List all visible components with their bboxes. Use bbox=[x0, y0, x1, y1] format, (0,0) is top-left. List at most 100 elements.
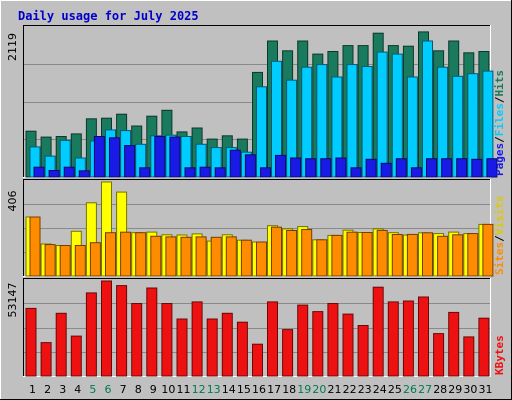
bar-pages-day-10 bbox=[169, 136, 181, 178]
bar-sites-day-3 bbox=[59, 245, 71, 277]
bar-pages-day-7 bbox=[124, 145, 136, 178]
bar-pages-day-4 bbox=[78, 170, 90, 178]
x-tick-label: 26 bbox=[403, 383, 417, 396]
bar-sites-day-5 bbox=[89, 242, 101, 277]
bar-sites-day-14 bbox=[225, 236, 237, 277]
bar-sites-day-15 bbox=[240, 239, 252, 277]
bar-pages-day-6 bbox=[109, 137, 120, 178]
x-tick-label: 30 bbox=[463, 383, 477, 396]
legend-item: Files bbox=[493, 103, 506, 136]
panel-bottom: 53147 KBytes bbox=[6, 278, 506, 377]
x-tick-label: 18 bbox=[282, 383, 296, 396]
bar-sites-day-18 bbox=[286, 230, 298, 277]
bar-sites-day-30 bbox=[467, 233, 479, 277]
x-tick-label: 10 bbox=[161, 383, 175, 396]
bar-pages-day-12 bbox=[199, 166, 211, 178]
bar-kbytes-day-31 bbox=[478, 317, 490, 377]
bar-kbytes-day-1 bbox=[25, 307, 37, 377]
bar-sites-day-8 bbox=[135, 232, 147, 277]
bar-sites-day-26 bbox=[406, 233, 418, 277]
bar-kbytes-day-3 bbox=[55, 312, 67, 377]
panel-middle: 406 Sites/Visits bbox=[6, 179, 506, 277]
x-tick-label: 9 bbox=[150, 383, 157, 396]
bar-sites-day-11 bbox=[180, 236, 192, 277]
bar-sites-day-20 bbox=[316, 239, 328, 277]
bar-sites-day-21 bbox=[331, 234, 343, 277]
bar-pages-day-24 bbox=[380, 162, 392, 178]
legend-top: Pages/Files/Hits bbox=[493, 70, 506, 176]
bar-pages-day-17 bbox=[275, 154, 286, 178]
bar-sites-day-24 bbox=[376, 229, 388, 277]
x-tick-label: 21 bbox=[328, 383, 342, 396]
bar-sites-day-29 bbox=[452, 234, 464, 277]
bar-kbytes-day-18 bbox=[282, 329, 294, 377]
x-tick-label: 8 bbox=[135, 383, 142, 396]
bar-pages-day-3 bbox=[63, 166, 75, 178]
chart-title: Daily usage for July 2025 bbox=[18, 9, 199, 23]
bar-sites-day-9 bbox=[150, 235, 162, 277]
x-tick-label: 31 bbox=[479, 383, 493, 396]
bar-pages-day-16 bbox=[260, 167, 271, 178]
legend-item: / bbox=[493, 136, 506, 143]
bar-kbytes-day-11 bbox=[176, 318, 188, 377]
bar-sites-day-2 bbox=[44, 244, 56, 277]
bar-pages-day-2 bbox=[48, 170, 60, 178]
bar-files-day-16 bbox=[256, 86, 267, 178]
bar-files-day-27 bbox=[422, 40, 433, 178]
x-tick-label: 15 bbox=[237, 383, 251, 396]
bar-kbytes-day-26 bbox=[402, 300, 414, 377]
bar-pages-day-25 bbox=[395, 158, 407, 178]
axis-max-label: 53147 bbox=[6, 283, 19, 318]
bar-sites-day-7 bbox=[120, 231, 132, 277]
bar-pages-day-28 bbox=[441, 158, 453, 178]
bar-pages-day-30 bbox=[471, 158, 483, 178]
x-tick-label: 28 bbox=[433, 383, 447, 396]
x-tick-label: 20 bbox=[312, 383, 326, 396]
bar-kbytes-day-24 bbox=[372, 286, 384, 377]
bar-kbytes-day-5 bbox=[85, 292, 97, 377]
bar-kbytes-day-10 bbox=[161, 303, 173, 377]
bar-kbytes-day-8 bbox=[131, 303, 143, 377]
bar-files-day-22 bbox=[346, 64, 358, 178]
bar-kbytes-day-25 bbox=[387, 301, 399, 377]
x-tick-label: 13 bbox=[207, 383, 221, 396]
legend-item: Sites bbox=[493, 242, 506, 275]
x-tick-label: 6 bbox=[105, 383, 112, 396]
x-tick-label: 17 bbox=[267, 383, 281, 396]
bar-kbytes-day-19 bbox=[297, 304, 309, 377]
bar-pages-day-1 bbox=[33, 166, 45, 178]
bar-pages-day-18 bbox=[290, 157, 302, 178]
bar-kbytes-day-17 bbox=[267, 301, 278, 377]
x-tick-label: 3 bbox=[59, 383, 66, 396]
bar-files-day-26 bbox=[406, 76, 418, 178]
bar-sites-day-19 bbox=[301, 229, 313, 277]
bar-kbytes-day-20 bbox=[312, 311, 324, 377]
bar-kbytes-day-9 bbox=[146, 287, 158, 377]
bar-kbytes-day-21 bbox=[327, 303, 339, 377]
x-tick-label: 2 bbox=[44, 383, 51, 396]
bar-pages-day-9 bbox=[154, 136, 166, 178]
bar-kbytes-day-16 bbox=[252, 343, 263, 377]
x-tick-label: 16 bbox=[252, 383, 266, 396]
bar-pages-day-11 bbox=[184, 167, 196, 178]
bar-pages-day-19 bbox=[305, 158, 317, 178]
bar-sites-day-4 bbox=[74, 245, 86, 277]
bar-pages-day-26 bbox=[410, 167, 422, 178]
x-tick-label: 25 bbox=[388, 383, 402, 396]
bar-sites-day-25 bbox=[391, 234, 403, 277]
bar-files-day-24 bbox=[376, 51, 388, 178]
x-tick-label: 11 bbox=[177, 383, 191, 396]
x-tick-label: 19 bbox=[297, 383, 311, 396]
bar-sites-day-1 bbox=[29, 216, 41, 277]
bar-sites-day-28 bbox=[437, 235, 449, 277]
bar-kbytes-day-27 bbox=[418, 296, 429, 377]
bar-sites-day-31 bbox=[482, 223, 494, 277]
legend-item: / bbox=[493, 96, 506, 103]
bar-kbytes-day-28 bbox=[433, 333, 445, 377]
bar-pages-day-20 bbox=[320, 158, 332, 178]
bar-kbytes-day-13 bbox=[206, 318, 218, 377]
x-tick-label: 22 bbox=[343, 383, 357, 396]
legend-bottom: KBytes bbox=[493, 335, 506, 375]
bar-pages-day-29 bbox=[456, 158, 468, 178]
